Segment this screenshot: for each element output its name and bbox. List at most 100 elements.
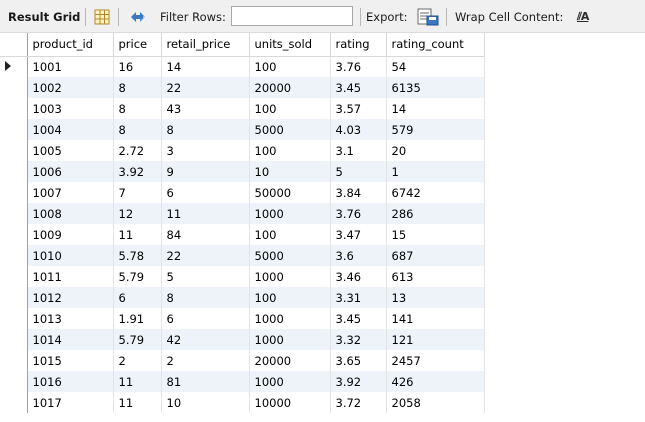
cell-rating[interactable]: 3.45 bbox=[330, 308, 387, 329]
table-row[interactable]: 1017 11 10 10000 3.72 2058 bbox=[0, 392, 485, 413]
cell-rating[interactable]: 4.03 bbox=[330, 119, 387, 140]
cell-units-sold[interactable]: 1000 bbox=[249, 308, 331, 329]
cell-rating[interactable]: 3.45 bbox=[330, 77, 387, 98]
cell-units-sold[interactable]: 100 bbox=[249, 287, 331, 308]
column-header-retail-price[interactable]: retail_price bbox=[161, 33, 250, 57]
cell-retail-price[interactable]: 22 bbox=[161, 245, 250, 266]
table-row[interactable]: 1016 11 81 1000 3.92 426 bbox=[0, 371, 485, 392]
table-row[interactable]: 1010 5.78 22 5000 3.6 687 bbox=[0, 245, 485, 266]
cell-price[interactable]: 8 bbox=[113, 119, 162, 140]
cell-price[interactable]: 5.78 bbox=[113, 245, 162, 266]
cell-price[interactable]: 11 bbox=[113, 371, 162, 392]
result-grid-tab[interactable]: Result Grid bbox=[8, 0, 80, 33]
cell-units-sold[interactable]: 20000 bbox=[249, 350, 331, 371]
cell-rating[interactable]: 3.31 bbox=[330, 287, 387, 308]
cell-retail-price[interactable]: 10 bbox=[161, 392, 250, 413]
cell-rating-count[interactable]: 2058 bbox=[386, 392, 485, 413]
cell-product-id[interactable]: 1005 bbox=[27, 140, 114, 161]
cell-units-sold[interactable]: 10000 bbox=[249, 392, 331, 413]
cell-price[interactable]: 6 bbox=[113, 287, 162, 308]
cell-price[interactable]: 3.92 bbox=[113, 161, 162, 182]
cell-units-sold[interactable]: 1000 bbox=[249, 203, 331, 224]
cell-price[interactable]: 16 bbox=[113, 56, 162, 77]
cell-retail-price[interactable]: 42 bbox=[161, 329, 250, 350]
table-row[interactable]: 1015 2 2 20000 3.65 2457 bbox=[0, 350, 485, 371]
cell-rating[interactable]: 3.65 bbox=[330, 350, 387, 371]
cell-retail-price[interactable]: 3 bbox=[161, 140, 250, 161]
column-header-price[interactable]: price bbox=[113, 33, 162, 57]
cell-units-sold[interactable]: 5000 bbox=[249, 119, 331, 140]
column-header-rating-count[interactable]: rating_count bbox=[386, 33, 485, 57]
cell-units-sold[interactable]: 1000 bbox=[249, 266, 331, 287]
row-marker[interactable] bbox=[0, 371, 28, 392]
cell-product-id[interactable]: 1015 bbox=[27, 350, 114, 371]
row-marker[interactable] bbox=[0, 119, 28, 140]
cell-retail-price[interactable]: 6 bbox=[161, 308, 250, 329]
row-marker[interactable] bbox=[0, 245, 28, 266]
cell-product-id[interactable]: 1008 bbox=[27, 203, 114, 224]
table-row[interactable]: 1003 8 43 100 3.57 14 bbox=[0, 98, 485, 119]
table-row[interactable]: 1011 5.79 5 1000 3.46 613 bbox=[0, 266, 485, 287]
cell-price[interactable]: 8 bbox=[113, 98, 162, 119]
cell-rating-count[interactable]: 1 bbox=[386, 161, 485, 182]
cell-product-id[interactable]: 1011 bbox=[27, 266, 114, 287]
wrap-cell-button[interactable]: ⫽A bbox=[577, 0, 589, 33]
cell-price[interactable]: 5.79 bbox=[113, 266, 162, 287]
cell-product-id[interactable]: 1016 bbox=[27, 371, 114, 392]
cell-rating[interactable]: 3.92 bbox=[330, 371, 387, 392]
cell-rating-count[interactable]: 15 bbox=[386, 224, 485, 245]
cell-retail-price[interactable]: 2 bbox=[161, 350, 250, 371]
cell-product-id[interactable]: 1012 bbox=[27, 287, 114, 308]
column-header-units-sold[interactable]: units_sold bbox=[249, 33, 331, 57]
cell-rating[interactable]: 3.47 bbox=[330, 224, 387, 245]
table-row[interactable]: 1002 8 22 20000 3.45 6135 bbox=[0, 77, 485, 98]
cell-rating[interactable]: 5 bbox=[330, 161, 387, 182]
cell-retail-price[interactable]: 8 bbox=[161, 287, 250, 308]
row-marker[interactable] bbox=[0, 287, 28, 308]
cell-price[interactable]: 8 bbox=[113, 77, 162, 98]
cell-rating-count[interactable]: 13 bbox=[386, 287, 485, 308]
cell-rating-count[interactable]: 2457 bbox=[386, 350, 485, 371]
table-row[interactable]: 1013 1.91 6 1000 3.45 141 bbox=[0, 308, 485, 329]
cell-rating[interactable]: 3.32 bbox=[330, 329, 387, 350]
cell-retail-price[interactable]: 84 bbox=[161, 224, 250, 245]
cell-price[interactable]: 2.72 bbox=[113, 140, 162, 161]
cell-rating-count[interactable]: 613 bbox=[386, 266, 485, 287]
cell-rating[interactable]: 3.6 bbox=[330, 245, 387, 266]
row-marker[interactable] bbox=[0, 161, 28, 182]
cell-product-id[interactable]: 1002 bbox=[27, 77, 114, 98]
row-marker[interactable] bbox=[0, 266, 28, 287]
cell-units-sold[interactable]: 1000 bbox=[249, 329, 331, 350]
cell-product-id[interactable]: 1001 bbox=[27, 56, 114, 77]
cell-rating[interactable]: 3.46 bbox=[330, 266, 387, 287]
cell-units-sold[interactable]: 1000 bbox=[249, 371, 331, 392]
cell-price[interactable]: 12 bbox=[113, 203, 162, 224]
cell-rating[interactable]: 3.76 bbox=[330, 56, 387, 77]
cell-retail-price[interactable]: 9 bbox=[161, 161, 250, 182]
cell-price[interactable]: 11 bbox=[113, 392, 162, 413]
cell-rating-count[interactable]: 6135 bbox=[386, 77, 485, 98]
cell-rating-count[interactable]: 20 bbox=[386, 140, 485, 161]
cell-rating[interactable]: 3.84 bbox=[330, 182, 387, 203]
cell-product-id[interactable]: 1017 bbox=[27, 392, 114, 413]
refresh-button[interactable] bbox=[128, 0, 148, 33]
row-marker[interactable] bbox=[0, 182, 28, 203]
cell-rating-count[interactable]: 426 bbox=[386, 371, 485, 392]
cell-units-sold[interactable]: 20000 bbox=[249, 77, 331, 98]
cell-rating-count[interactable]: 687 bbox=[386, 245, 485, 266]
row-marker[interactable] bbox=[0, 98, 28, 119]
row-marker[interactable] bbox=[0, 224, 28, 245]
result-grid[interactable]: product_id price retail_price units_sold rat… bbox=[0, 33, 645, 422]
cell-rating-count[interactable]: 14 bbox=[386, 98, 485, 119]
cell-retail-price[interactable]: 8 bbox=[161, 119, 250, 140]
cell-units-sold[interactable]: 100 bbox=[249, 98, 331, 119]
table-row[interactable]: 1014 5.79 42 1000 3.32 121 bbox=[0, 329, 485, 350]
row-marker[interactable] bbox=[0, 308, 28, 329]
table-row[interactable]: 1008 12 11 1000 3.76 286 bbox=[0, 203, 485, 224]
cell-product-id[interactable]: 1014 bbox=[27, 329, 114, 350]
row-marker[interactable] bbox=[0, 56, 28, 77]
filter-rows-input[interactable] bbox=[231, 6, 353, 26]
cell-rating-count[interactable]: 579 bbox=[386, 119, 485, 140]
cell-retail-price[interactable]: 43 bbox=[161, 98, 250, 119]
row-marker[interactable] bbox=[0, 329, 28, 350]
